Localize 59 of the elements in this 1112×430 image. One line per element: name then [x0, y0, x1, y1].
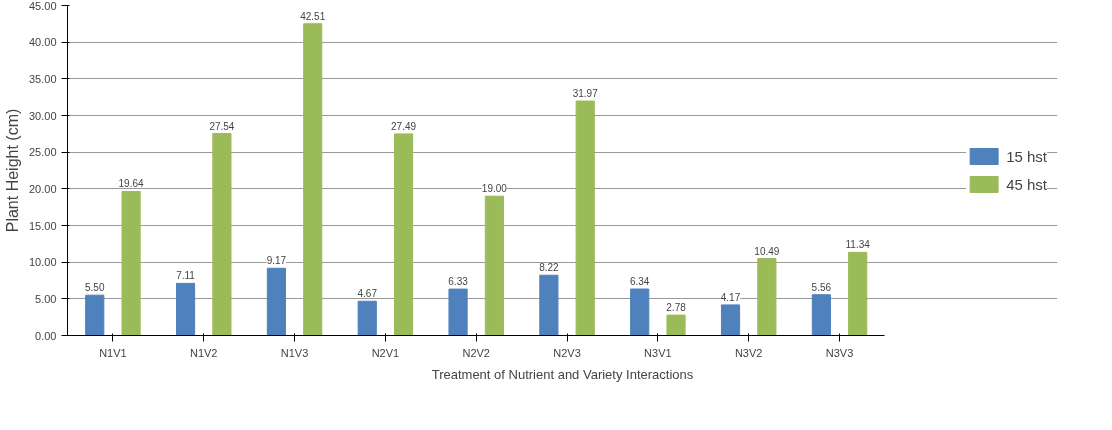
legend-label: 15 hst [1006, 147, 1047, 165]
legend-label: 45 hst [1006, 175, 1047, 193]
bar [357, 300, 377, 336]
x-tick-label: N3V3 [825, 346, 854, 359]
y-tick-label: 0.00 [35, 329, 57, 342]
x-tick-label: N2V1 [371, 346, 400, 359]
y-tick-label: 15.00 [28, 219, 57, 232]
bar [539, 274, 559, 336]
x-tick-label: N3V1 [644, 346, 672, 359]
y-tick-label: 45.00 [28, 0, 57, 12]
bar [720, 304, 741, 336]
y-tick-label: 35.00 [28, 72, 57, 85]
data-label: 27.54 [209, 120, 235, 132]
x-tick-label: N3V2 [734, 346, 763, 359]
x-tick-label: N1V1 [99, 346, 127, 359]
data-label: 10.49 [754, 245, 780, 257]
y-tick-label: 40.00 [28, 36, 57, 49]
data-label: 2.78 [666, 302, 687, 314]
data-label: 5.50 [85, 282, 105, 294]
data-label: 42.51 [300, 10, 326, 22]
data-label: 9.17 [266, 255, 287, 267]
bar [448, 288, 468, 336]
x-tick-label: N1V3 [280, 346, 309, 359]
data-label: 19.64 [118, 178, 145, 190]
data-label: 8.22 [539, 262, 560, 274]
bar [266, 267, 286, 336]
bar [175, 282, 196, 336]
y-axis-title: Plant Height (cm) [3, 108, 21, 233]
data-label: 11.34 [845, 239, 871, 251]
bar [393, 133, 414, 336]
data-label: 6.34 [629, 276, 650, 288]
bar [757, 258, 777, 336]
bar [121, 190, 141, 336]
x-axis-title: Treatment of Nutrient and Variety Interactions [431, 366, 694, 382]
y-tick-label: 5.00 [35, 292, 57, 305]
data-label: 6.33 [448, 276, 469, 288]
bar [848, 251, 868, 336]
x-tick-label: N2V2 [462, 346, 490, 359]
bar [811, 294, 831, 336]
y-tick-label: 30.00 [28, 109, 57, 122]
data-label: 7.11 [176, 270, 196, 282]
x-tick-label: N1V2 [189, 346, 218, 359]
bar [630, 288, 650, 336]
data-label: 19.00 [481, 183, 508, 195]
y-tick-label: 25.00 [28, 146, 57, 159]
bar [303, 23, 323, 336]
data-label: 27.49 [391, 120, 417, 132]
y-tick-label: 10.00 [28, 256, 57, 269]
y-tick-label: 20.00 [28, 182, 57, 195]
bar [85, 294, 105, 336]
data-label: 4.17 [720, 291, 741, 303]
bar [484, 195, 504, 336]
bar [212, 133, 232, 336]
bar [575, 100, 595, 336]
data-label: 31.97 [572, 88, 599, 100]
data-label: 4.67 [357, 288, 378, 300]
x-tick-label: N2V3 [553, 346, 581, 359]
data-label: 5.56 [811, 281, 832, 293]
bar [666, 314, 686, 336]
